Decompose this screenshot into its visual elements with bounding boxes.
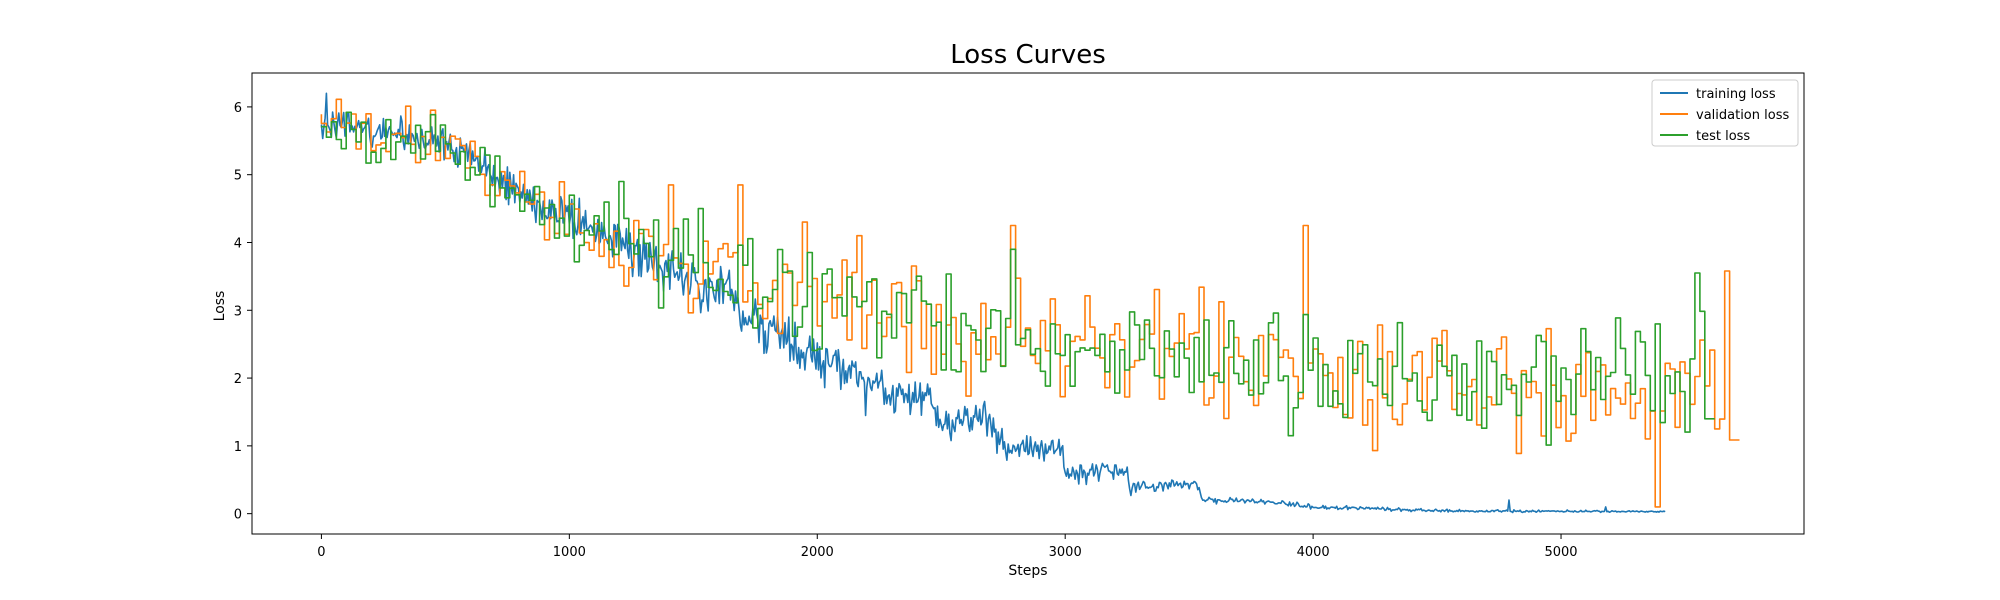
y-tick-label: 5 — [234, 169, 242, 184]
y-tick-label: 0 — [234, 508, 242, 523]
x-tick-label: 1000 — [553, 545, 586, 560]
x-axis-ticks: 0 1000 2000 3000 4000 5000 — [317, 534, 1578, 560]
x-tick-label: 5000 — [1544, 545, 1577, 560]
legend-box — [1651, 79, 1799, 147]
x-tick-label: 3000 — [1049, 545, 1082, 560]
validation-loss-line — [320, 98, 1740, 508]
y-tick-label: 2 — [234, 372, 242, 387]
y-axis-label: Loss — [212, 291, 228, 322]
x-tick-label: 4000 — [1297, 545, 1330, 560]
chart-title: Loss Curves — [950, 40, 1106, 70]
test-loss-line — [320, 111, 1715, 446]
legend-label-test-loss: test loss — [1696, 129, 1750, 144]
legend: training loss validation loss test loss — [1651, 79, 1799, 147]
y-tick-label: 1 — [234, 440, 242, 455]
x-axis-label: Steps — [1008, 563, 1047, 579]
plot-frame — [251, 72, 1805, 535]
legend-label-training-loss: training loss — [1696, 87, 1776, 102]
x-tick-label: 2000 — [801, 545, 834, 560]
y-tick-label: 6 — [234, 101, 242, 116]
x-tick-label: 0 — [317, 545, 325, 560]
y-axis-ticks: 0 1 2 3 4 5 6 — [234, 101, 252, 523]
y-tick-label: 4 — [234, 236, 242, 251]
training-loss-line — [320, 92, 1666, 514]
legend-label-validation-loss: validation loss — [1696, 108, 1789, 123]
plot-series — [320, 92, 1740, 514]
y-tick-label: 3 — [234, 304, 242, 319]
